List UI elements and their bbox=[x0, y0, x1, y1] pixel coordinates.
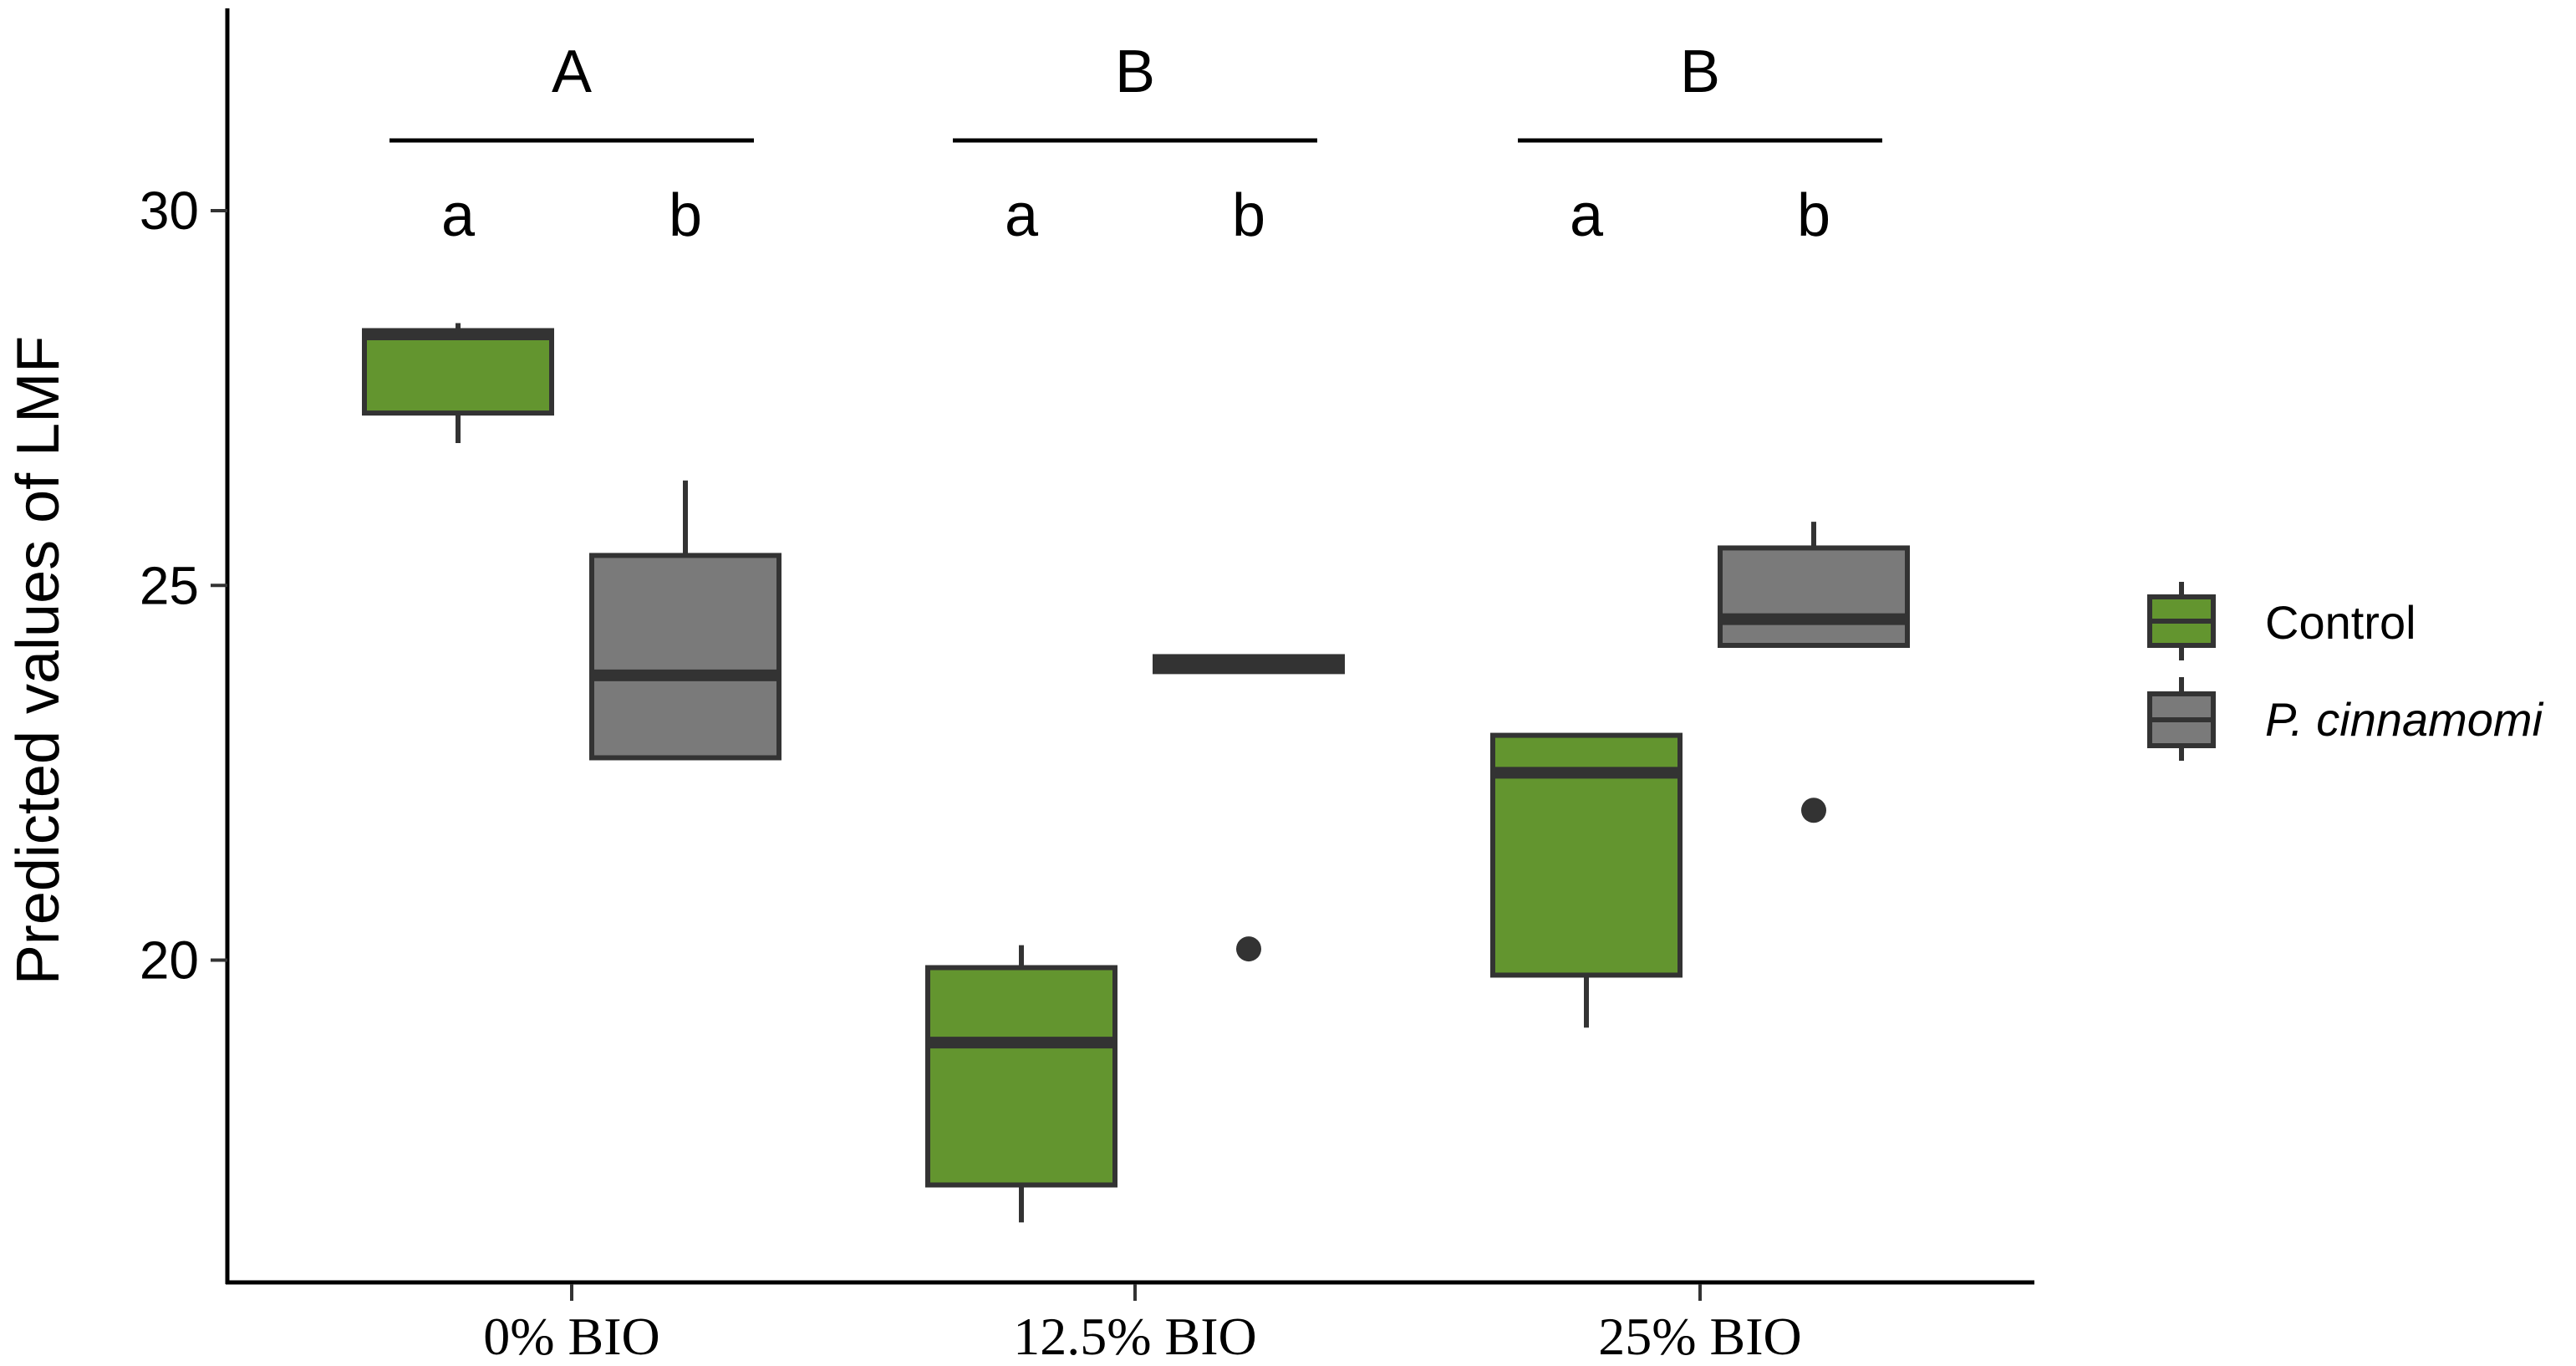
significance-annotations: Aa b Ba b Ba b bbox=[389, 38, 1882, 249]
legend-item-control: Control bbox=[2147, 582, 2416, 660]
sub-letter: b bbox=[669, 182, 702, 249]
boxplot bbox=[1718, 522, 1910, 823]
group-letter: B bbox=[1680, 38, 1720, 105]
boxplot bbox=[362, 323, 554, 443]
y-axis-label: Predicted values of LMF bbox=[5, 336, 72, 985]
sub-letter: b bbox=[1797, 182, 1830, 249]
x-ticks: 0% BIO 12.5% BIO 25% BIO bbox=[483, 1284, 1802, 1366]
outlier-point bbox=[1801, 798, 1826, 823]
x-tick-label: 0% BIO bbox=[483, 1307, 660, 1366]
y-tick-label: 20 bbox=[140, 930, 199, 991]
boxplot bbox=[589, 480, 781, 761]
boxplot bbox=[1153, 654, 1345, 962]
sub-letter: a bbox=[441, 182, 476, 249]
sub-letter: b bbox=[1232, 182, 1265, 249]
outlier-point bbox=[1236, 936, 1261, 962]
legend-label-p-cinnamomi: P. cinnamomi bbox=[2265, 693, 2544, 746]
legend-label-control: Control bbox=[2265, 596, 2416, 649]
legend: Control P. cinnamomi bbox=[2147, 582, 2544, 761]
group-letter: A bbox=[552, 38, 592, 105]
group-letter: B bbox=[1115, 38, 1155, 105]
boxplot bbox=[1490, 732, 1683, 1028]
box bbox=[925, 965, 1117, 1188]
boxplot bbox=[925, 945, 1117, 1223]
box bbox=[1718, 545, 1910, 648]
x-tick-label: 12.5% BIO bbox=[1013, 1307, 1257, 1366]
y-tick-label: 30 bbox=[140, 181, 199, 241]
y-tick-label: 25 bbox=[140, 555, 199, 615]
box bbox=[589, 553, 781, 761]
y-ticks: 20 25 30 bbox=[140, 181, 227, 991]
box bbox=[362, 328, 554, 416]
x-tick-label: 25% BIO bbox=[1598, 1307, 1802, 1366]
sub-letter: a bbox=[1570, 182, 1604, 249]
boxplots bbox=[362, 323, 1910, 1223]
legend-item-p-cinnamomi: P. cinnamomi bbox=[2147, 677, 2544, 761]
sub-letter: a bbox=[1005, 182, 1039, 249]
